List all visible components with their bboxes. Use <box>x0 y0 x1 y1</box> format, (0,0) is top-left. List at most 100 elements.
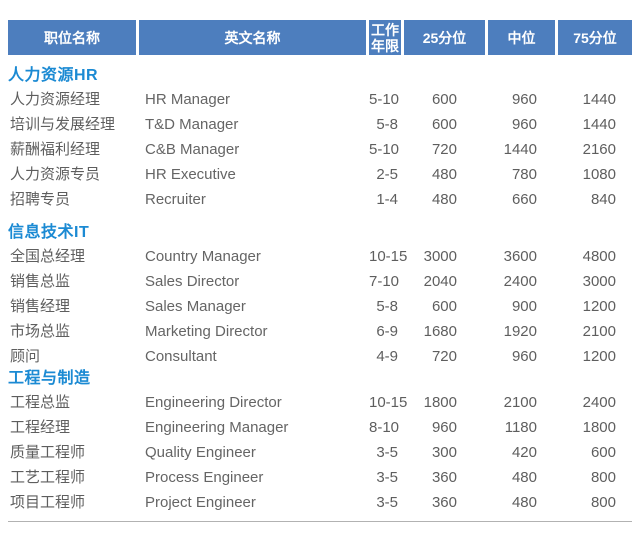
cell-position-en: Marketing Director <box>145 323 268 340</box>
cell-median: 480 <box>511 469 537 486</box>
cell-p75: 1440 <box>582 116 616 133</box>
table-row: 人力资源经理 HR Manager 5-10 600 960 1440 <box>8 87 632 112</box>
table-row: 销售经理 Sales Manager 5-8 600 900 1200 <box>8 294 632 319</box>
cell-position-en: Sales Director <box>145 273 240 290</box>
cell-p25: 600 <box>431 116 457 133</box>
cell-position-en: Country Manager <box>145 248 261 265</box>
cell-p25: 360 <box>431 469 457 486</box>
table-row: 项目工程师 Project Engineer 3-5 360 480 800 <box>8 490 632 515</box>
cell-median: 480 <box>511 494 537 511</box>
cell-position-cn: 质量工程师 <box>10 444 86 461</box>
cell-position-en: Process Engineer <box>145 469 264 486</box>
table-row: 全国总经理 Country Manager 10-15 3000 3600 4800 <box>8 244 632 269</box>
cell-position-en: HR Executive <box>145 166 236 183</box>
cell-p25: 3000 <box>423 248 457 265</box>
cell-years: 1-4 <box>376 191 398 208</box>
cell-years: 5-8 <box>376 298 398 315</box>
cell-median: 1920 <box>503 323 537 340</box>
section-title: 人力资源HR <box>8 67 99 84</box>
cell-position-en: Recruiter <box>145 191 206 208</box>
cell-years: 10-15 <box>369 248 408 265</box>
table-header-row: 职位名称 英文名称 工作年限 25分位 中位 75分位 <box>8 20 632 55</box>
cell-position-en: Consultant <box>145 348 217 365</box>
table-row: 培训与发展经理 T&D Manager 5-8 600 960 1440 <box>8 112 632 137</box>
cell-median: 900 <box>511 298 537 315</box>
cell-p75: 800 <box>590 469 616 486</box>
cell-position-cn: 工程总监 <box>10 394 71 411</box>
section-2: 信息技术IT 全国总经理 Country Manager 10-15 3000 3600 4… <box>8 221 632 369</box>
cell-median: 660 <box>511 191 537 208</box>
table-row: 市场总监 Marketing Director 6-9 1680 1920 2100 <box>8 319 632 344</box>
cell-p75: 800 <box>590 494 616 511</box>
cell-p75: 2160 <box>582 141 616 158</box>
cell-years: 3-5 <box>376 494 398 511</box>
cell-position-cn: 销售总监 <box>10 273 71 290</box>
cell-p25: 960 <box>431 419 457 436</box>
cell-position-en: Engineering Manager <box>145 419 289 436</box>
table-row: 招聘专员 Recruiter 1-4 480 660 840 <box>8 187 632 212</box>
cell-position-cn: 项目工程师 <box>10 494 86 511</box>
cell-years: 7-10 <box>369 273 400 290</box>
cell-position-en: Sales Manager <box>145 298 246 315</box>
cell-years: 3-5 <box>376 469 398 486</box>
cell-position-cn: 工艺工程师 <box>10 469 86 486</box>
cell-median: 960 <box>511 348 537 365</box>
cell-years: 6-9 <box>376 323 398 340</box>
cell-position-en: Project Engineer <box>145 494 256 511</box>
cell-p25: 360 <box>431 494 457 511</box>
section-3: 工程与制造工程总监 Engineering Director 10-15 1800 21… <box>8 367 632 515</box>
header-cell-median: 中位 <box>488 20 555 55</box>
cell-position-cn: 薪酬福利经理 <box>10 141 101 158</box>
cell-median: 1440 <box>503 141 537 158</box>
cell-years: 2-5 <box>376 166 398 183</box>
cell-years: 4-9 <box>376 348 398 365</box>
cell-position-en: HR Manager <box>145 91 231 108</box>
table-row: 质量工程师 Quality Engineer 3-5 300 420 600 <box>8 440 632 465</box>
cell-years: 3-5 <box>376 444 398 461</box>
cell-position-en: C&B Manager <box>145 141 240 158</box>
cell-p75: 1080 <box>582 166 616 183</box>
cell-p25: 600 <box>431 91 457 108</box>
cell-p75: 3000 <box>582 273 616 290</box>
header-cell-25th-percentile: 25分位 <box>404 20 485 55</box>
cell-median: 1180 <box>504 419 537 436</box>
header-cell-english-name: 英文名称 <box>139 20 366 55</box>
cell-years: 5-10 <box>369 141 400 158</box>
table-row: 工程总监 Engineering Director 10-15 1800 2100 240… <box>8 390 632 415</box>
table-row: 工程经理 Engineering Manager 8-10 960 1180 1800 <box>8 415 632 440</box>
cell-position-cn: 销售经理 <box>10 298 71 315</box>
table-row: 销售总监 Sales Director 7-10 2040 2400 3000 <box>8 269 632 294</box>
header-cell-work-years: 工作年限 <box>369 20 401 55</box>
section-title: 工程与制造 <box>8 370 91 387</box>
cell-p25: 300 <box>431 444 457 461</box>
cell-p25: 720 <box>431 141 457 158</box>
cell-position-cn: 人力资源经理 <box>10 91 101 108</box>
cell-position-en: Quality Engineer <box>145 444 256 461</box>
cell-p75: 2100 <box>582 323 616 340</box>
cell-p25: 720 <box>431 348 457 365</box>
cell-position-cn: 人力资源专员 <box>10 166 101 183</box>
bottom-divider <box>8 521 632 522</box>
cell-position-cn: 市场总监 <box>10 323 71 340</box>
salary-table-page: 职位名称 英文名称 工作年限 25分位 中位 75分位 人力资源HR 人力资源经理… <box>8 20 632 522</box>
cell-p25: 480 <box>431 166 457 183</box>
table-body: 人力资源HR 人力资源经理 HR Manager 5-10 600 960 1440 培训与发… <box>8 64 632 515</box>
table-row: 人力资源专员 HR Executive 2-5 480 780 1080 <box>8 162 632 187</box>
cell-p75: 1440 <box>582 91 616 108</box>
cell-median: 960 <box>511 116 537 133</box>
cell-median: 2100 <box>503 394 537 411</box>
cell-p75: 1200 <box>582 348 616 365</box>
cell-p25: 1800 <box>423 394 457 411</box>
header-cell-position-name: 职位名称 <box>8 20 136 55</box>
table-row: 顾问 Consultant 4-9 720 960 1200 <box>8 344 632 369</box>
cell-years: 5-8 <box>376 116 398 133</box>
cell-position-en: Engineering Director <box>145 394 282 411</box>
cell-p25: 600 <box>431 298 457 315</box>
cell-position-cn: 全国总经理 <box>10 248 86 265</box>
section-1: 人力资源HR 人力资源经理 HR Manager 5-10 600 960 1440 培训与发… <box>8 64 632 212</box>
cell-p75: 1200 <box>582 298 616 315</box>
cell-p25: 480 <box>431 191 457 208</box>
cell-median: 960 <box>511 91 537 108</box>
cell-years: 10-15 <box>369 394 408 411</box>
cell-position-cn: 招聘专员 <box>10 191 71 208</box>
